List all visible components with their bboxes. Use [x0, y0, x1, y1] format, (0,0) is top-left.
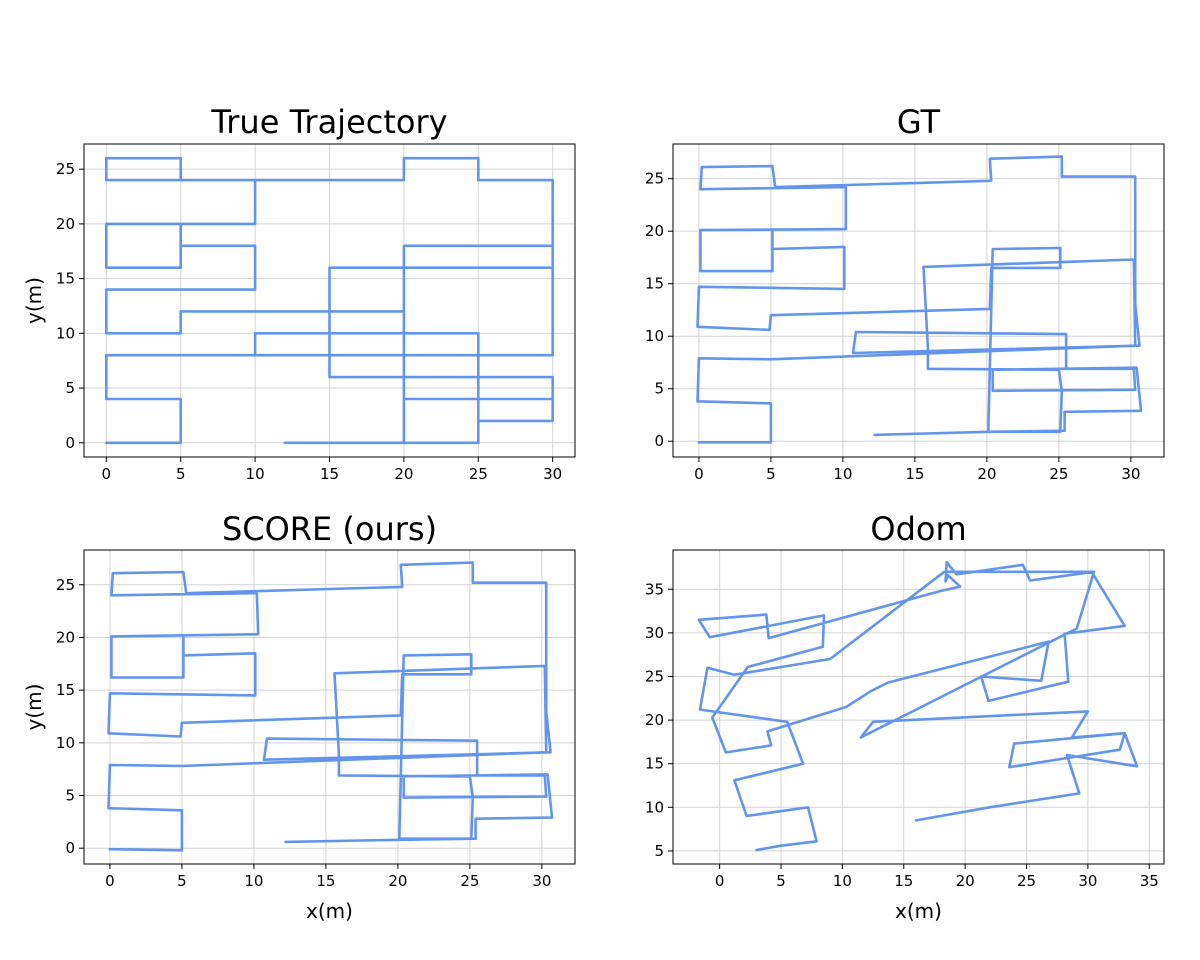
- x-tick-label: 20: [394, 465, 413, 483]
- x-tick-label: 30: [1121, 465, 1140, 483]
- x-tick-label: 35: [1140, 872, 1159, 890]
- x-tick-label: 15: [320, 465, 339, 483]
- x-tick-label: 20: [956, 872, 975, 890]
- x-tick-label: 15: [316, 872, 335, 890]
- y-tick-label: 10: [56, 324, 75, 342]
- x-tick-label: 0: [715, 872, 725, 890]
- y-tick-label: 20: [56, 215, 75, 233]
- y-tick-label: 20: [56, 628, 75, 646]
- trajectory-line: [107, 561, 554, 852]
- series: [107, 561, 554, 852]
- y-tick-label: 15: [645, 755, 664, 773]
- x-tick-label: 30: [532, 872, 551, 890]
- x-tick-label: 15: [905, 465, 924, 483]
- x-tick-label: 15: [894, 872, 913, 890]
- x-tick-label: 20: [388, 872, 407, 890]
- y-tick-label: 20: [645, 222, 664, 240]
- y-tick-label: 15: [56, 681, 75, 699]
- y-tick-label: 25: [645, 667, 664, 685]
- y-tick-label: 10: [645, 327, 664, 345]
- ticks: 0 5 10 15 20 25 30 0 5 10 15 20 25: [645, 170, 1141, 483]
- x-tick-label: 25: [469, 465, 488, 483]
- x-tick-label: 10: [833, 465, 852, 483]
- x-tick-label: 25: [460, 872, 479, 890]
- y-tick-label: 0: [654, 432, 664, 450]
- grid: [84, 550, 575, 864]
- y-tick-label: 10: [56, 734, 75, 752]
- x-tick-label: 5: [177, 872, 187, 890]
- series: [105, 156, 554, 445]
- series: [697, 560, 1139, 852]
- x-tick-label: 0: [105, 872, 115, 890]
- x-tick-label: 10: [246, 465, 265, 483]
- y-tick-label: 5: [65, 379, 75, 397]
- grid: [673, 144, 1164, 457]
- y-tick-label: 5: [654, 380, 664, 398]
- y-tick-label: 15: [56, 270, 75, 288]
- y-tick-label: 0: [65, 434, 75, 452]
- x-tick-label: 5: [776, 872, 786, 890]
- plot-area: [83, 549, 576, 865]
- x-tick-label: 0: [102, 465, 112, 483]
- plot-area: [83, 143, 576, 458]
- x-tick-label: 10: [244, 872, 263, 890]
- x-tick-label: 5: [766, 465, 776, 483]
- x-tick-label: 5: [176, 465, 186, 483]
- x-tick-label: 30: [543, 465, 562, 483]
- y-tick-label: 25: [56, 160, 75, 178]
- panel-title: Odom: [870, 510, 966, 548]
- x-tick-label: 10: [833, 872, 852, 890]
- x-tick-label: 0: [694, 465, 704, 483]
- trajectory-line: [105, 156, 554, 445]
- y-tick-label: 20: [645, 711, 664, 729]
- ticks: 0 5 10 15 20 25 30 0 5 10 15 20 25: [56, 576, 552, 890]
- panel-title: True Trajectory: [210, 103, 447, 141]
- series: [696, 155, 1143, 444]
- plot-area: [672, 143, 1165, 458]
- panel-title: SCORE (ours): [222, 510, 437, 548]
- x-tick-label: 25: [1049, 465, 1068, 483]
- subplot-gt: 0 5 10 15 20 25 30 0 5 10 15 20 25 GT: [645, 103, 1165, 483]
- trajectory-line: [697, 560, 1139, 852]
- x-tick-label: 30: [1078, 872, 1097, 890]
- y-tick-label: 0: [65, 839, 75, 857]
- subplot-score: 0 5 10 15 20 25 30 0 5 10 15 20 25 SCORE (ours) x(m)…: [22, 510, 576, 923]
- y-tick-label: 25: [645, 170, 664, 188]
- ticks: 0 5 10 15 20 25 30 35 5 10 15 20 25 30 35: [645, 580, 1159, 890]
- ticks: 0 5 10 15 20 25 30 0 5 10 15 20 25: [56, 160, 562, 483]
- y-axis-label: y(m): [22, 684, 46, 731]
- x-tick-label: 20: [977, 465, 996, 483]
- y-tick-label: 30: [645, 624, 664, 642]
- y-tick-label: 35: [645, 580, 664, 598]
- subplot-odom: 0 5 10 15 20 25 30 35 5 10 15 20 25 30 35 Odom x(m): [645, 510, 1165, 923]
- x-tick-label: 25: [1017, 872, 1036, 890]
- y-tick-label: 5: [65, 787, 75, 805]
- subplot-true-trajectory: 0 5 10 15 20 25 30 0 5 10 15 20 25 True Trajectory y…: [22, 103, 576, 483]
- y-tick-label: 5: [654, 842, 664, 860]
- y-axis-label: y(m): [22, 277, 46, 324]
- x-axis-label: x(m): [895, 899, 942, 923]
- y-tick-label: 15: [645, 275, 664, 293]
- y-tick-label: 10: [645, 798, 664, 816]
- x-axis-label: x(m): [306, 899, 353, 923]
- plot-area: [672, 549, 1165, 865]
- trajectory-line: [696, 155, 1143, 444]
- panel-title: GT: [897, 103, 941, 141]
- y-tick-label: 25: [56, 576, 75, 594]
